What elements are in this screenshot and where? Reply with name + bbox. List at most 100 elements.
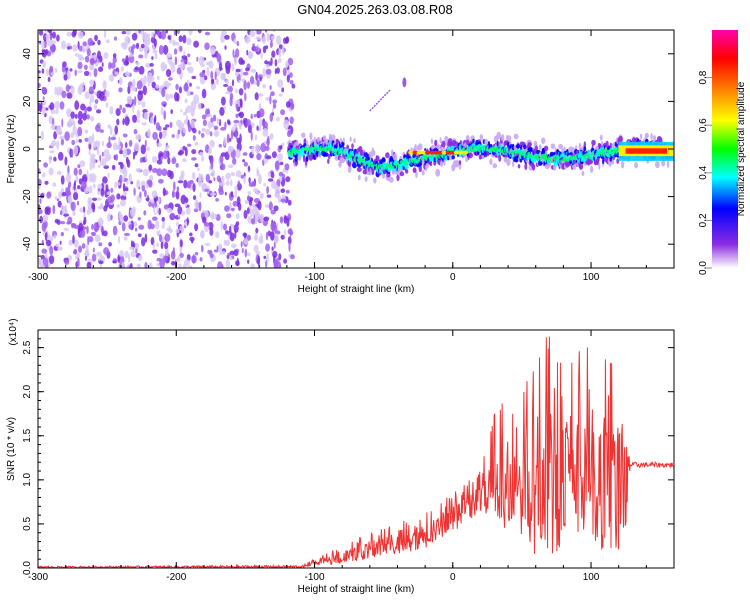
noise-blob: [223, 72, 226, 80]
band-blob: [392, 153, 398, 161]
noise-blob: [61, 192, 67, 197]
noise-blob: [133, 142, 140, 152]
noise-blob: [151, 56, 154, 60]
noise-blob: [278, 93, 283, 97]
noise-blob: [186, 115, 189, 122]
noise-blob: [107, 196, 113, 204]
band-blob: [371, 168, 375, 176]
band-blob: [531, 163, 536, 171]
band-blob: [318, 149, 321, 156]
noise-blob: [124, 35, 131, 45]
band-blob: [375, 155, 380, 162]
noise-blob: [215, 214, 221, 221]
noise-blob: [156, 230, 160, 236]
noise-blob: [60, 232, 64, 237]
hot-spot: [408, 150, 415, 155]
noise-blob: [164, 233, 171, 243]
noise-blob: [56, 86, 61, 95]
noise-blob: [177, 129, 181, 135]
noise-blob: [139, 191, 142, 198]
noise-blob: [96, 251, 102, 257]
noise-blob: [40, 193, 45, 199]
noise-blob: [239, 122, 242, 130]
noise-blob: [93, 104, 98, 110]
noise-blob: [166, 207, 173, 213]
noise-blob: [57, 200, 62, 208]
noise-blob: [187, 143, 192, 147]
noise-blob: [115, 144, 122, 150]
noise-blob: [136, 179, 141, 189]
noise-blob: [244, 92, 247, 102]
band-blob: [634, 162, 638, 169]
snr-x-tick-label: 0: [450, 572, 456, 583]
spectrogram-y-tick-label: -20: [22, 189, 33, 204]
noise-blob: [49, 255, 55, 265]
noise-blob: [178, 263, 182, 268]
noise-blob: [74, 53, 80, 57]
noise-blob: [184, 220, 188, 227]
noise-blob: [59, 240, 62, 245]
colorbar: 0.0 0.2 0.4 0.6 0.8 Normalized spectral ampl…: [698, 30, 747, 275]
noise-blob: [225, 172, 231, 180]
noise-blob: [118, 136, 121, 146]
noise-blob: [278, 48, 282, 58]
noise-blob: [230, 191, 234, 197]
noise-blob: [178, 86, 182, 94]
noise-blob: [63, 74, 68, 81]
noise-blob: [264, 204, 270, 208]
noise-blob: [207, 249, 212, 255]
noise-blob: [200, 63, 205, 68]
noise-blob: [94, 234, 101, 243]
band-blob: [303, 138, 307, 144]
noise-blob: [169, 61, 175, 68]
noise-blob: [40, 130, 45, 141]
noise-blob: [165, 248, 169, 257]
noise-blob: [244, 248, 248, 258]
tone-core: [625, 148, 668, 154]
noise-blob: [57, 246, 63, 251]
noise-blob: [70, 111, 75, 119]
noise-blob: [93, 91, 97, 95]
noise-blob: [189, 236, 195, 242]
noise-blob: [232, 49, 235, 58]
noise-blob: [84, 249, 90, 258]
hot-spot: [449, 150, 456, 155]
noise-blob: [265, 243, 271, 252]
noise-blob: [106, 191, 111, 196]
noise-blob: [260, 53, 263, 59]
noise-blob: [102, 80, 107, 90]
noise-blob: [110, 214, 113, 221]
band-blob: [513, 133, 519, 140]
noise-blob: [78, 31, 84, 39]
noise-blob: [254, 144, 261, 154]
band-blob: [364, 152, 369, 158]
noise-blob: [149, 174, 154, 181]
noise-blob: [247, 165, 251, 172]
noise-blob: [260, 142, 267, 153]
noise-blob: [284, 163, 290, 171]
snr-y-label: SNR (10 * v/v): [6, 417, 17, 481]
noise-blob: [274, 160, 280, 171]
noise-blob: [109, 126, 113, 136]
noise-blob: [117, 254, 120, 263]
noise-blob: [157, 142, 162, 147]
spectrogram-y-tick-label: 0: [22, 146, 33, 152]
hot-spot: [441, 150, 448, 155]
noise-blob: [60, 204, 63, 210]
noise-blob: [263, 216, 270, 222]
noise-blob: [258, 174, 262, 185]
noise-blob: [100, 187, 105, 197]
noise-blob: [184, 82, 189, 91]
snr-x-tick-label: -300: [28, 572, 48, 583]
noise-blob: [187, 53, 191, 58]
noise-blob: [73, 192, 79, 201]
noise-blob: [144, 112, 148, 120]
band-blob: [523, 144, 527, 150]
noise-blob: [187, 62, 192, 66]
noise-blob: [224, 121, 227, 130]
band-blob: [609, 142, 613, 149]
noise-blob: [287, 57, 294, 66]
noise-blob: [169, 121, 173, 128]
noise-blob: [61, 90, 67, 99]
band-blob: [666, 160, 670, 169]
